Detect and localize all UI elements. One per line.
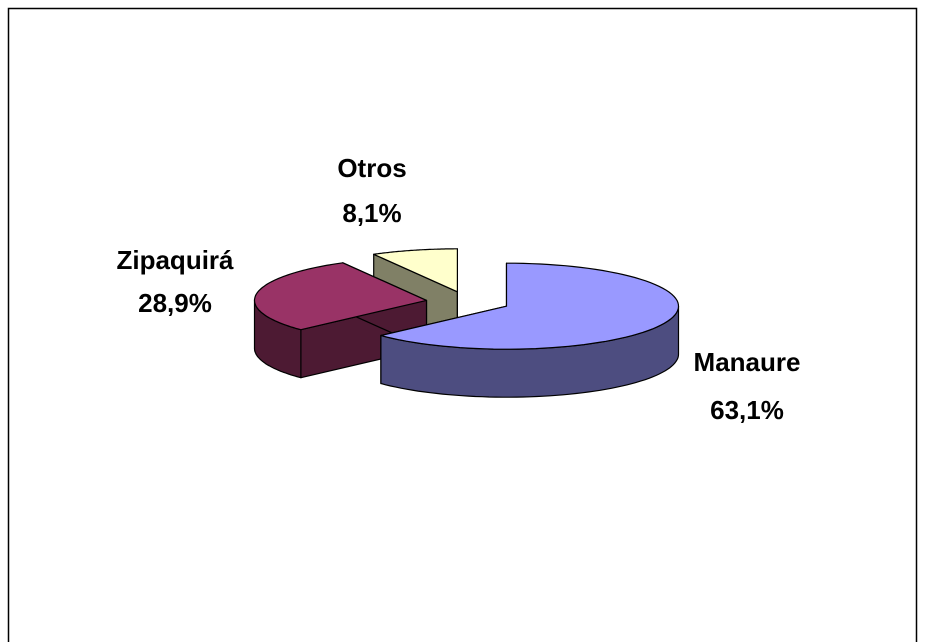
pie: [253, 248, 680, 398]
slice-label: Manaure: [694, 347, 801, 377]
slice-label: Zipaquirá: [116, 245, 234, 275]
slice: [253, 262, 428, 331]
slice-value-label: 28,9%: [138, 288, 212, 318]
slice: [380, 262, 680, 350]
slice: [373, 248, 458, 293]
slice-value-label: 8,1%: [342, 198, 401, 228]
slice-value-label: 63,1%: [710, 395, 784, 425]
slice-label: Otros: [337, 153, 406, 183]
